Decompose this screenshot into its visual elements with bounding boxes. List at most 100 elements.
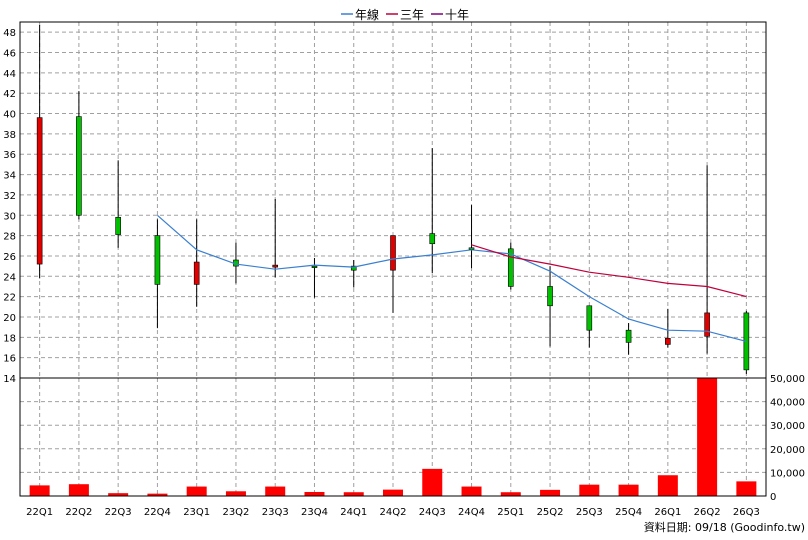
volume-bars: [29, 378, 757, 496]
x-tick-label: 25Q2: [537, 507, 564, 518]
price-tick-label: 18: [3, 333, 16, 344]
price-tick-label: 22: [3, 293, 16, 304]
volume-tick-label: 20,000: [770, 445, 805, 456]
source-note: 資料日期: 09/18 (Goodinfo.tw): [644, 520, 805, 534]
price-tick-label: 34: [3, 171, 16, 182]
ma-line: [157, 214, 747, 342]
price-tick-label: 48: [3, 28, 16, 39]
legend-label-three-year: 三年: [400, 8, 424, 22]
candle: [311, 257, 318, 298]
candle: [154, 219, 161, 329]
candle: [76, 91, 82, 220]
x-tick-label: 23Q4: [301, 507, 328, 518]
volume-bar: [500, 492, 521, 496]
candle: [625, 323, 632, 355]
legend-item-annual: 年線: [341, 7, 379, 22]
volume-panel-frame: [19, 377, 767, 497]
x-tick-label: 25Q3: [576, 507, 603, 518]
x-tick-label: 26Q3: [733, 507, 760, 518]
x-tick-label: 24Q3: [419, 507, 446, 518]
volume-bar: [540, 489, 561, 496]
volume-bar: [657, 475, 678, 496]
volume-bar: [186, 486, 207, 496]
price-tick-label: 30: [3, 211, 16, 222]
candle: [272, 198, 279, 278]
candle: [468, 205, 475, 269]
volume-bar: [618, 484, 639, 496]
candle: [429, 148, 436, 274]
x-tick-label: 25Q4: [615, 507, 642, 518]
moving-average-lines: [157, 214, 747, 342]
candle: [665, 308, 671, 348]
candle-body: [586, 305, 593, 331]
candle: [115, 160, 121, 248]
candle-body: [390, 235, 396, 271]
volume-bar: [343, 492, 364, 496]
x-axis-ticks: 22Q1 22Q2 22Q3 22Q4 23Q1 23Q2 23Q3 23Q4 24Q1 24Q2…: [26, 507, 760, 518]
volume-bar: [68, 484, 89, 496]
candle-body: [311, 265, 318, 268]
volume-tick-label: 40,000: [770, 398, 805, 409]
price-tick-label: 20: [3, 313, 16, 324]
candle-body: [704, 312, 710, 337]
price-tick-label: 26: [3, 252, 16, 263]
candle-body: [272, 264, 279, 268]
x-tick-label: 23Q2: [222, 507, 249, 518]
x-tick-label: 22Q1: [26, 507, 53, 518]
volume-bar: [461, 486, 482, 496]
volume-tick-label: 30,000: [770, 421, 805, 432]
volume-bar: [225, 491, 246, 496]
x-tick-label: 25Q1: [497, 507, 524, 518]
volume-bar: [736, 481, 757, 496]
volume-bar: [108, 493, 129, 496]
volume-tick-label: 10,000: [770, 468, 805, 479]
ma-line: [471, 244, 747, 298]
candle-body: [36, 117, 43, 265]
volume-grid: [20, 377, 766, 497]
candle: [350, 260, 357, 288]
legend-label-ten-year: 十年: [445, 8, 469, 22]
price-tick-label: 38: [3, 130, 16, 141]
price-tick-label: 28: [3, 232, 16, 243]
candle-body: [468, 247, 475, 250]
volume-bar: [304, 491, 325, 496]
legend-label-annual: 年線: [355, 7, 379, 22]
x-tick-label: 22Q3: [105, 507, 132, 518]
legend-item-ten-year: 十年: [431, 8, 469, 22]
price-tick-label: 24: [3, 272, 16, 283]
candle-body: [507, 248, 514, 287]
volume-bar: [265, 486, 286, 496]
x-tick-label: 24Q1: [340, 507, 367, 518]
candle: [36, 25, 43, 279]
candle: [704, 165, 710, 354]
candle-body: [76, 116, 82, 216]
candle: [743, 310, 750, 374]
candle: [547, 266, 553, 347]
volume-axis-ticks: 0 10,000 20,000 30,000 40,000 50,000: [770, 374, 805, 503]
candle: [586, 305, 593, 348]
x-tick-label: 24Q4: [458, 507, 485, 518]
candle-body: [350, 265, 357, 271]
price-tick-label: 44: [3, 69, 16, 80]
price-tick-label: 40: [3, 110, 16, 121]
candle-body: [115, 216, 121, 235]
candle: [193, 219, 200, 307]
price-tick-label: 42: [3, 89, 16, 100]
price-tick-label: 36: [3, 150, 16, 161]
volume-tick-label: 50,000: [770, 374, 805, 385]
x-tick-label: 22Q2: [65, 507, 92, 518]
x-tick-label: 26Q1: [654, 507, 681, 518]
candle-body: [193, 261, 200, 285]
volume-bar: [422, 468, 443, 496]
x-tick-label: 22Q4: [144, 507, 171, 518]
price-tick-label: 32: [3, 191, 16, 202]
candle: [507, 242, 514, 290]
volume-bar: [147, 493, 168, 496]
candle-body: [665, 338, 671, 345]
candle-body: [154, 235, 161, 285]
volume-bar: [579, 484, 600, 496]
candle-body: [547, 286, 553, 307]
x-tick-label: 26Q2: [694, 507, 721, 518]
price-tick-label: 14: [3, 374, 16, 385]
